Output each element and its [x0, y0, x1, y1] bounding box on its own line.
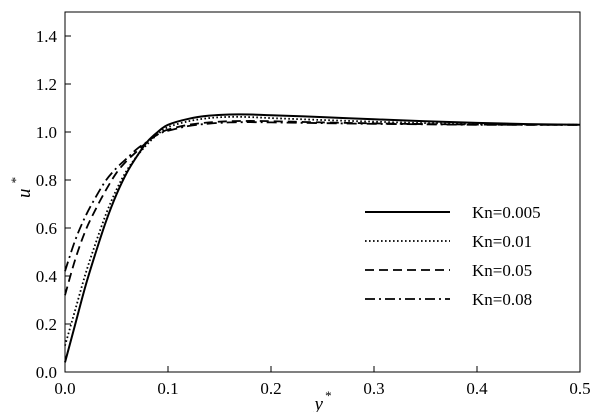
y-axis-title: u	[14, 189, 35, 199]
series-line-1	[64, 113, 581, 363]
plot-frame	[64, 11, 581, 373]
x-axis-ticks: 0.0 0.1 0.2 0.3 0.4 0.5	[54, 366, 591, 398]
legend-label-3: Kn=0.05	[472, 261, 532, 280]
x-tick-label: 0.1	[157, 379, 178, 398]
x-tick-label: 0.2	[260, 379, 281, 398]
x-axis-title-superscript: *	[325, 388, 332, 403]
y-axis-ticks: 0.0 0.2 0.4 0.6 0.8 1.0 1.2 1.4	[36, 27, 71, 382]
y-tick-label: 0.4	[36, 267, 58, 286]
y-tick-label: 0.6	[36, 219, 57, 238]
y-tick-label: 0.2	[36, 315, 57, 334]
legend-label-4: Kn=0.08	[472, 290, 532, 309]
legend: Kn=0.005 Kn=0.01 Kn=0.05 Kn=0.08	[365, 203, 541, 309]
y-axis-title-superscript: *	[8, 177, 23, 184]
x-tick-label: 0.0	[54, 379, 75, 398]
y-tick-label: 0.0	[36, 363, 57, 382]
y-axis-title-text: u	[14, 189, 35, 199]
plot-border	[64, 11, 581, 373]
series-line-3	[64, 120, 581, 296]
y-tick-label: 1.0	[36, 123, 57, 142]
y-tick-label: 0.8	[36, 171, 57, 190]
y-tick-label: 1.2	[36, 75, 57, 94]
x-axis-title-text: y	[313, 394, 324, 412]
legend-label-1: Kn=0.005	[472, 203, 541, 222]
x-tick-label: 0.3	[363, 379, 384, 398]
x-tick-label: 0.4	[466, 379, 488, 398]
x-axis-title: y	[313, 394, 324, 412]
x-tick-label: 0.5	[569, 379, 590, 398]
y-tick-label: 1.4	[36, 27, 58, 46]
legend-label-2: Kn=0.01	[472, 232, 532, 251]
series-line-2	[64, 115, 581, 346]
series-lines	[64, 113, 581, 363]
